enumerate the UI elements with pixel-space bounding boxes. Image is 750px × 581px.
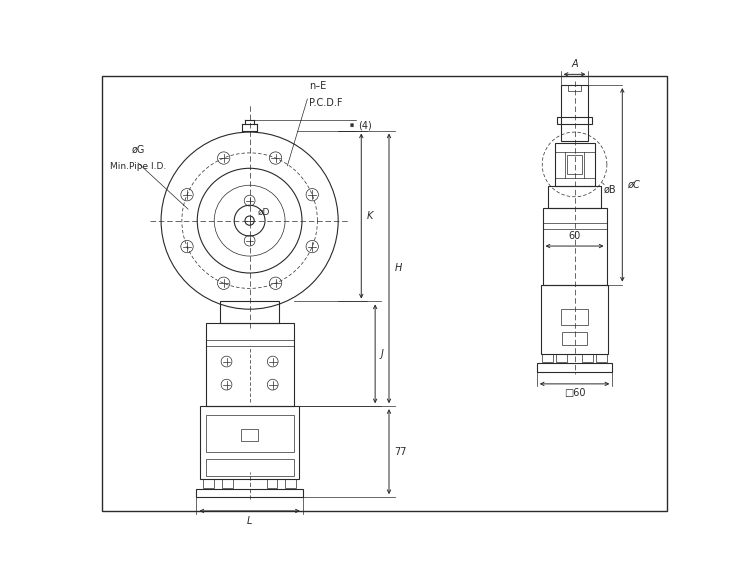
Text: □60: □60 <box>564 388 585 398</box>
Text: (4): (4) <box>358 120 372 130</box>
Bar <box>561 309 589 325</box>
Bar <box>206 415 293 453</box>
Bar <box>562 332 587 345</box>
Bar <box>567 155 582 174</box>
Text: øB: øB <box>604 185 616 195</box>
Bar <box>554 143 595 186</box>
Text: øD: øD <box>257 208 270 217</box>
Bar <box>548 186 601 207</box>
Bar <box>537 363 612 372</box>
Text: J: J <box>380 349 383 359</box>
Bar <box>285 479 296 488</box>
Bar <box>568 85 580 91</box>
Bar <box>541 285 608 354</box>
Bar <box>206 323 293 406</box>
Text: K: K <box>367 211 373 221</box>
Bar <box>596 354 607 361</box>
Bar <box>222 479 232 488</box>
Bar <box>266 479 278 488</box>
Text: n–E: n–E <box>309 81 326 91</box>
Bar <box>556 117 592 124</box>
Text: øC: øC <box>627 180 640 190</box>
Bar <box>542 207 607 285</box>
Bar <box>203 479 214 488</box>
Text: Min.Pipe I.D.: Min.Pipe I.D. <box>110 162 166 171</box>
Bar <box>220 302 279 323</box>
Bar <box>200 406 299 479</box>
Bar <box>242 429 258 441</box>
Bar <box>561 85 589 141</box>
Bar <box>206 460 293 476</box>
Text: L: L <box>247 517 252 526</box>
Bar <box>196 489 303 497</box>
Bar <box>556 354 567 361</box>
Bar <box>542 354 553 361</box>
Text: P.C.D.F: P.C.D.F <box>309 98 343 108</box>
Text: øG: øG <box>131 145 145 155</box>
Ellipse shape <box>245 216 254 225</box>
Text: 77: 77 <box>394 447 407 457</box>
Text: H: H <box>394 263 402 274</box>
Bar <box>582 354 593 361</box>
Text: 60: 60 <box>568 231 580 241</box>
Text: A: A <box>572 59 578 69</box>
